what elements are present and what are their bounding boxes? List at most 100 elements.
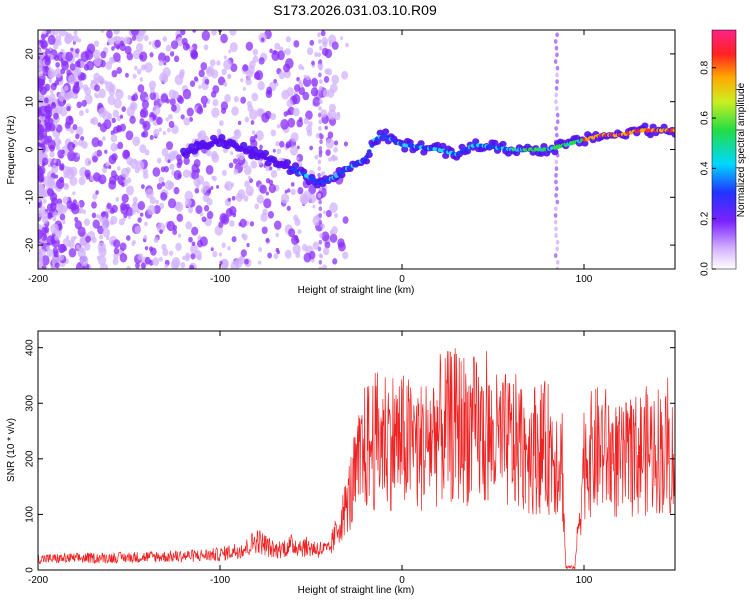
ridge-halo (472, 138, 480, 145)
noise-blob (97, 254, 107, 266)
noise-blob (220, 107, 227, 114)
noise-blob (342, 251, 349, 260)
noise-blob (50, 89, 54, 94)
noise-blob (66, 166, 74, 176)
noise-blob (334, 156, 339, 161)
noise-blob (180, 30, 186, 36)
noise-blob (185, 221, 193, 230)
noise-blob (270, 113, 277, 121)
noise-blob (303, 74, 307, 79)
stripe-blob (555, 119, 560, 125)
noise-blob (86, 60, 94, 71)
noise-blob (153, 128, 160, 137)
noise-blob (268, 183, 277, 194)
noise-blob (331, 41, 339, 50)
stripe-blob (317, 172, 321, 178)
stripe-blob (318, 92, 323, 98)
noise-blob (284, 189, 288, 194)
noise-blob (259, 184, 267, 194)
noise-blob (191, 226, 199, 236)
noise-blob (249, 178, 253, 184)
noise-blob (250, 120, 255, 125)
stripe-blob (554, 226, 558, 232)
noise-blob (78, 38, 82, 43)
noise-blob (124, 45, 132, 55)
noise-blob (76, 153, 80, 158)
stripe-blob (318, 266, 323, 269)
noise-blob (126, 52, 134, 61)
noise-blob (72, 191, 76, 196)
noise-blob (232, 158, 238, 165)
noise-blob (161, 181, 166, 187)
noise-blob (50, 264, 55, 269)
noise-blob (62, 219, 66, 225)
noise-blob (188, 236, 193, 243)
noise-blob (108, 83, 116, 93)
noise-blob (111, 70, 118, 78)
noise-blob (73, 235, 77, 240)
stripe-blob (319, 99, 323, 105)
noise-blob (275, 247, 280, 253)
noise-blob (298, 79, 302, 84)
noise-blob (137, 217, 142, 223)
noise-blob (270, 129, 277, 137)
noise-blob (40, 33, 46, 40)
y-tick-label: 20 (25, 48, 36, 60)
noise-blob (270, 170, 278, 178)
noise-blob (314, 51, 319, 58)
x-tick-label: 100 (576, 274, 593, 285)
noise-blob (252, 48, 259, 56)
noise-blob (42, 215, 49, 224)
noise-blob (113, 247, 120, 255)
noise-blob (75, 48, 80, 54)
noise-blob (140, 262, 146, 269)
noise-blob (331, 155, 337, 162)
noise-blob (126, 177, 132, 184)
noise-blob (38, 209, 43, 218)
noise-blob (152, 167, 161, 177)
noise-blob (74, 60, 81, 68)
noise-blob (64, 183, 69, 188)
noise-blob (58, 254, 64, 261)
colorbar-tick-label: 0.4 (700, 161, 711, 175)
noise-blob (244, 258, 249, 265)
y-tick-label: -10 (25, 190, 36, 205)
noise-blob (73, 81, 80, 89)
noise-blob (121, 106, 126, 112)
noise-blob (38, 105, 48, 117)
noise-blob (223, 81, 228, 87)
noise-blob (189, 264, 195, 269)
noise-blob (65, 51, 73, 62)
noise-blob (309, 39, 315, 46)
noise-blob (41, 157, 49, 166)
noise-blob (117, 166, 121, 171)
noise-blob (203, 204, 210, 212)
noise-blob (198, 69, 205, 78)
noise-blob (104, 80, 108, 85)
noise-blob (163, 61, 167, 66)
noise-blob (92, 219, 100, 229)
noise-blob (201, 216, 207, 223)
noise-blob (61, 149, 65, 155)
noise-blob (244, 180, 250, 188)
noise-blob (297, 187, 304, 195)
noise-blob (211, 30, 217, 36)
noise-blob (45, 32, 49, 38)
noise-blob (275, 82, 279, 87)
noise-blob (48, 78, 53, 84)
noise-blob (90, 79, 94, 84)
noise-blob (177, 233, 182, 238)
noise-blob (66, 105, 71, 112)
noise-blob (68, 240, 75, 249)
x-tick-label: 100 (576, 575, 593, 586)
noise-blob (134, 225, 142, 235)
stripe-blob (553, 39, 558, 44)
noise-blob (49, 151, 55, 158)
noise-blob (139, 144, 147, 153)
noise-blob (63, 171, 69, 179)
noise-blob (265, 237, 270, 243)
noise-blob (183, 117, 191, 126)
noise-blob (147, 204, 156, 216)
noise-blob (113, 239, 121, 249)
